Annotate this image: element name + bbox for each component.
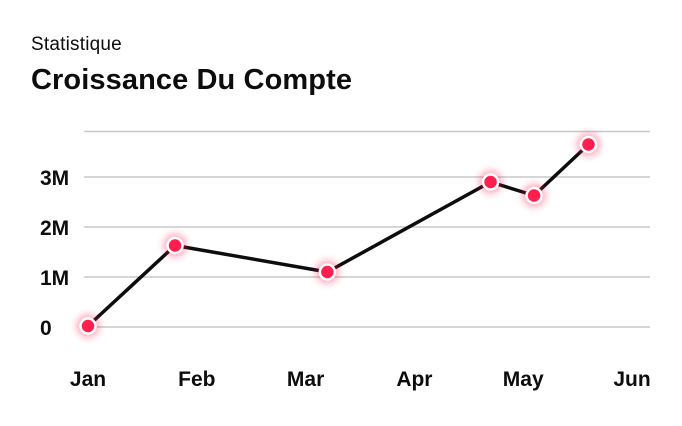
series-line-group <box>86 142 591 328</box>
gridlines <box>84 130 650 328</box>
data-point[interactable] <box>79 317 97 335</box>
data-point[interactable] <box>525 186 543 205</box>
y-tick-label: 1M <box>40 267 69 290</box>
x-tick-label: Jun <box>613 368 650 391</box>
x-axis-ticks: Jan Feb Mar Apr May Jun <box>70 368 651 391</box>
data-point[interactable] <box>318 263 337 281</box>
data-points <box>77 133 600 337</box>
y-tick-label: 0 <box>40 317 52 340</box>
x-tick-label: May <box>503 368 544 391</box>
y-tick-label: 2M <box>40 217 69 240</box>
data-point[interactable] <box>579 135 598 154</box>
x-tick-label: Mar <box>287 368 324 391</box>
x-tick-label: Feb <box>178 368 215 391</box>
chart-subtitle: Statistique <box>31 34 122 55</box>
data-point[interactable] <box>481 173 500 191</box>
data-point[interactable] <box>166 236 184 255</box>
x-tick-label: Jan <box>70 368 106 391</box>
y-axis-ticks: 0 1M 2M 3M <box>40 167 69 340</box>
x-tick-label: Apr <box>396 368 432 391</box>
series-line <box>86 142 591 328</box>
y-tick-label: 3M <box>40 167 69 190</box>
chart-title: Croissance Du Compte <box>31 64 353 96</box>
